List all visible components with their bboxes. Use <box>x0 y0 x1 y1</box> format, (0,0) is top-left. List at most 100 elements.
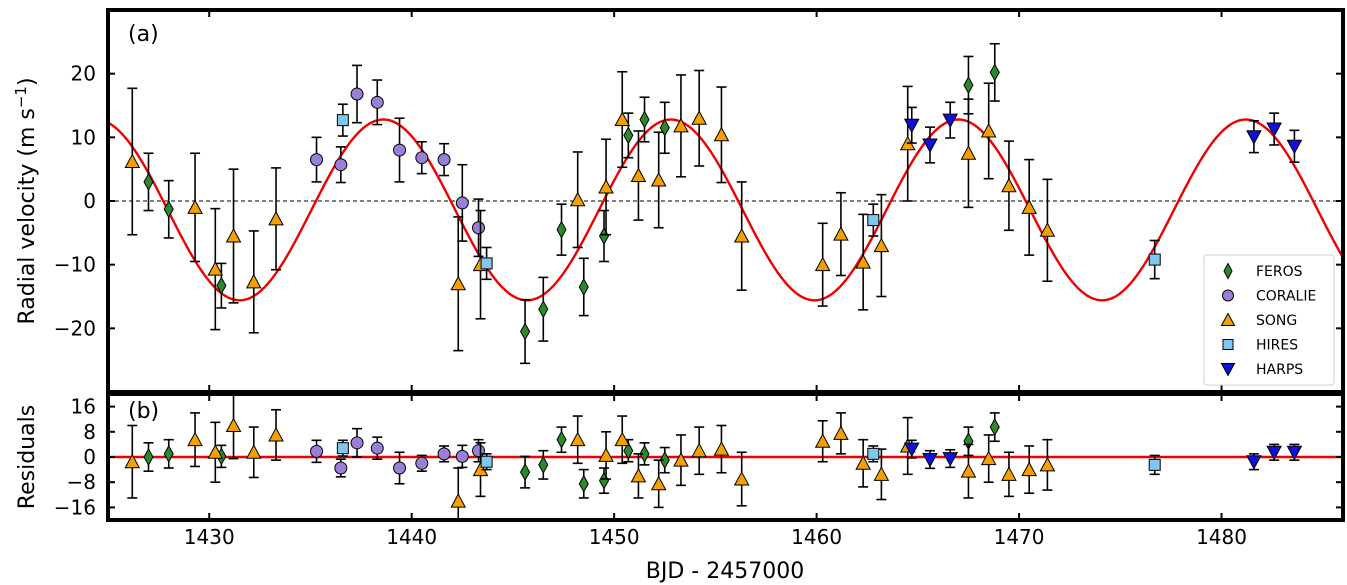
data-point <box>569 431 586 447</box>
residuals-y-axis-label: Residuals <box>15 405 40 509</box>
data-point <box>1001 466 1017 481</box>
data-point <box>450 493 467 508</box>
data-point <box>1021 461 1038 477</box>
series-song <box>124 69 1056 352</box>
data-point <box>578 277 589 296</box>
legend: FEROS CORALIE SONG HIRES HARPS <box>1203 254 1335 386</box>
data-point <box>733 470 750 486</box>
data-point <box>124 153 141 169</box>
data-point <box>922 453 938 468</box>
data-point <box>980 450 997 466</box>
legend-label: SONG <box>1256 313 1297 329</box>
data-point <box>673 117 689 133</box>
data-point <box>691 442 708 458</box>
data-point <box>245 273 262 289</box>
data-point <box>1286 139 1303 155</box>
data-point <box>691 110 708 125</box>
legend-entry-feros: FEROS <box>1223 262 1303 280</box>
series-coralie <box>310 64 485 258</box>
data-point <box>334 461 348 475</box>
x-axis-label: BJD - 2457000 <box>646 559 804 584</box>
legend-entry-hires: HIRES <box>1222 338 1298 354</box>
data-point <box>1148 458 1161 471</box>
rv-data-points <box>124 42 1303 365</box>
legend-label: FEROS <box>1256 264 1303 280</box>
data-point <box>867 214 880 227</box>
data-point <box>187 431 203 447</box>
data-point <box>673 452 689 467</box>
data-point <box>855 455 872 470</box>
data-point <box>989 63 1000 82</box>
data-point <box>163 200 174 219</box>
data-point <box>903 118 920 134</box>
data-point <box>903 442 920 458</box>
series-song <box>124 394 1056 520</box>
y-tick-label: −8 <box>67 470 96 494</box>
data-point <box>437 447 451 461</box>
data-point <box>207 444 224 459</box>
data-point <box>268 426 284 442</box>
data-point <box>639 444 650 463</box>
data-point <box>659 451 670 470</box>
data-point <box>623 126 634 145</box>
panel-label-a: (a) <box>128 22 159 47</box>
data-point <box>480 455 493 468</box>
data-point <box>225 227 242 243</box>
data-point <box>163 444 174 463</box>
x-tick-label: 1430 <box>184 525 235 549</box>
legend-entry-harps: HARPS <box>1220 362 1303 378</box>
residuals-panel-frame <box>106 392 1345 522</box>
data-point <box>833 226 849 241</box>
data-point <box>922 138 938 154</box>
data-point <box>310 444 324 458</box>
data-point <box>538 300 549 319</box>
data-point <box>519 463 531 482</box>
data-point <box>623 441 634 460</box>
data-point <box>598 178 614 194</box>
data-point <box>143 447 154 467</box>
data-point <box>450 275 467 291</box>
data-point <box>556 430 567 449</box>
data-point <box>569 191 586 207</box>
data-point <box>960 463 977 478</box>
panel-label-b: (b) <box>128 399 159 424</box>
data-point <box>187 199 203 214</box>
legend-marker <box>1222 289 1234 302</box>
data-point <box>437 153 451 167</box>
data-point <box>472 221 485 235</box>
data-point <box>1021 199 1038 214</box>
data-point <box>336 442 349 455</box>
data-point <box>350 436 364 450</box>
legend-marker <box>1220 363 1236 377</box>
data-point <box>1039 222 1056 237</box>
data-point <box>370 95 384 109</box>
series-harps <box>903 101 1303 164</box>
data-point <box>833 425 849 440</box>
data-point <box>578 474 589 493</box>
data-point <box>598 447 614 462</box>
legend-box <box>1203 254 1335 386</box>
data-point <box>814 433 831 448</box>
data-point <box>350 87 364 101</box>
data-point <box>873 466 890 481</box>
data-point <box>873 237 890 253</box>
y-tick-label: −20 <box>54 316 96 340</box>
x-tick-label: 1480 <box>1196 525 1247 549</box>
rv-y-axis-label-end: ) <box>15 77 40 86</box>
data-point <box>480 257 493 270</box>
data-point <box>960 145 977 160</box>
x-tick-label: 1450 <box>589 525 640 549</box>
data-point <box>225 417 242 432</box>
legend-entry-coralie: CORALIE <box>1222 289 1316 305</box>
legend-marker <box>1223 262 1233 280</box>
data-point <box>207 261 224 276</box>
data-point <box>650 475 667 491</box>
data-point <box>336 114 349 127</box>
y-tick-label: 10 <box>71 125 96 149</box>
data-point <box>1039 456 1056 472</box>
data-point <box>942 113 959 129</box>
data-point <box>814 256 831 272</box>
data-point <box>334 158 348 172</box>
